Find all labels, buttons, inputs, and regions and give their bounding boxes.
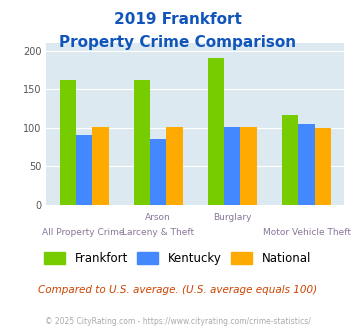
Text: Motor Vehicle Theft: Motor Vehicle Theft — [263, 228, 351, 237]
Bar — [298, 124, 315, 205]
Bar — [315, 128, 331, 205]
Bar — [208, 57, 224, 205]
Bar — [60, 80, 76, 205]
Text: Compared to U.S. average. (U.S. average equals 100): Compared to U.S. average. (U.S. average … — [38, 285, 317, 295]
Bar — [76, 135, 92, 205]
Text: Burglary: Burglary — [213, 213, 252, 222]
Text: Property Crime Comparison: Property Crime Comparison — [59, 35, 296, 50]
Bar — [134, 80, 150, 205]
Text: © 2025 CityRating.com - https://www.cityrating.com/crime-statistics/: © 2025 CityRating.com - https://www.city… — [45, 317, 310, 326]
Bar — [282, 115, 298, 205]
Text: Arson: Arson — [145, 213, 171, 222]
Text: Larceny & Theft: Larceny & Theft — [122, 228, 194, 237]
Text: All Property Crime: All Property Crime — [42, 228, 125, 237]
Text: 2019 Frankfort: 2019 Frankfort — [114, 12, 241, 26]
Bar — [224, 127, 240, 205]
Bar — [150, 139, 166, 205]
Legend: Frankfort, Kentucky, National: Frankfort, Kentucky, National — [44, 252, 311, 265]
Bar — [166, 127, 183, 205]
Bar — [92, 127, 109, 205]
Bar — [240, 127, 257, 205]
